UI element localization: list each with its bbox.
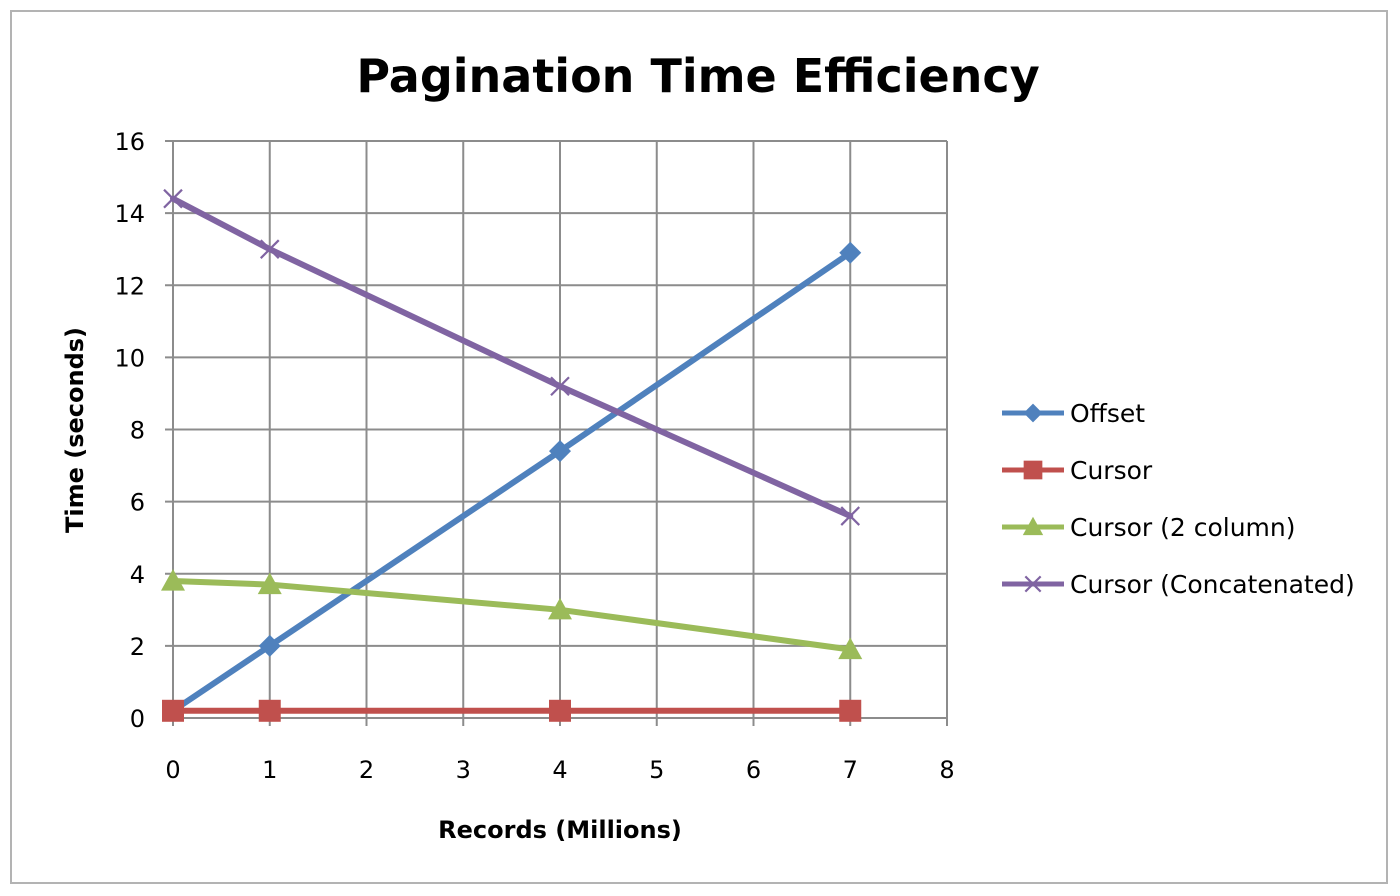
data-point	[259, 239, 280, 259]
legend-marker	[1024, 575, 1042, 593]
data-point	[161, 568, 185, 591]
x-tick-label: 3	[456, 756, 471, 784]
data-point	[258, 699, 281, 722]
legend-marker	[1023, 403, 1043, 423]
series-offset	[162, 241, 862, 722]
y-tick-label: 4	[130, 561, 145, 589]
y-tick-label: 16	[114, 128, 145, 156]
legend-label: Cursor (2 column)	[1070, 513, 1296, 542]
y-tick-label: 6	[130, 489, 145, 517]
y-tick-label: 8	[130, 417, 145, 445]
series-line	[170, 249, 854, 714]
y-tick-label: 0	[130, 705, 145, 733]
legend-item: Offset	[1002, 399, 1145, 428]
series-cursor-concatenated	[163, 188, 861, 526]
x-axis-title: Records (Millions)	[438, 816, 682, 844]
data-point	[163, 188, 183, 209]
legend-marker	[1022, 516, 1044, 536]
legend-marker	[1023, 460, 1043, 480]
x-tick-label: 1	[262, 756, 277, 784]
y-tick-label: 2	[130, 633, 145, 661]
data-point	[838, 637, 863, 660]
legend-label: Offset	[1070, 399, 1145, 428]
data-point	[839, 241, 862, 264]
data-point	[548, 597, 572, 620]
legend: Offset Cursor Cursor (2 column) Cursor (Con…	[1002, 399, 1355, 599]
y-tick-label: 14	[114, 200, 145, 228]
x-tick-label: 0	[165, 756, 180, 784]
data-point	[549, 440, 571, 463]
legend-item: Cursor (Concatenated)	[1002, 570, 1355, 599]
legend-item: Cursor (2 column)	[1002, 513, 1296, 542]
grid	[165, 140, 948, 726]
series-line	[170, 577, 854, 653]
x-tick-label: 6	[746, 756, 761, 784]
series-layer	[161, 188, 863, 722]
y-axis-title: Time (seconds)	[61, 327, 89, 533]
data-point	[258, 634, 281, 657]
series-cursor-2-column	[161, 568, 863, 660]
y-tick-label: 12	[114, 272, 145, 300]
data-point	[839, 699, 862, 722]
x-tick-label: 4	[552, 756, 567, 784]
legend-label: Cursor	[1070, 456, 1153, 485]
legend-label: Cursor (Concatenated)	[1070, 570, 1355, 599]
y-tick-label: 10	[114, 344, 145, 372]
x-tick-label: 8	[939, 756, 954, 784]
x-tick-label: 7	[843, 756, 858, 784]
x-tick-label: 2	[359, 756, 374, 784]
data-point	[549, 699, 571, 722]
series-line	[170, 195, 854, 520]
legend-item: Cursor	[1002, 456, 1153, 485]
data-point	[257, 572, 282, 595]
data-point	[550, 376, 570, 397]
data-point	[840, 506, 861, 526]
series-cursor	[162, 699, 862, 722]
x-tick-label: 5	[649, 756, 664, 784]
data-point	[162, 699, 184, 722]
chart-title: Pagination Time Efficiency	[356, 49, 1039, 103]
